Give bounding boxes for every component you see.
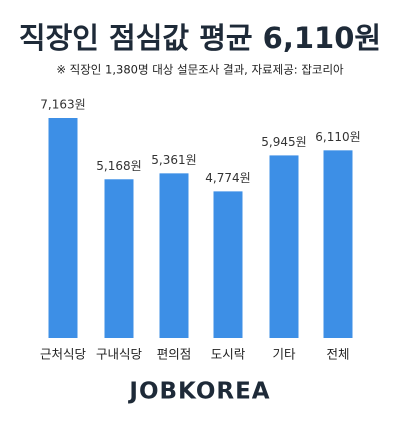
x-tick-label: 도시락 [211,347,246,362]
bar [104,179,134,338]
x-tick-label: 구내식당 [96,347,143,362]
value-label: 5,168원 [96,159,141,173]
footer-logo: JOBKOREA [127,379,270,405]
value-label: 7,163원 [40,98,85,112]
x-tick-label: 전체 [326,347,349,362]
x-tick-label: 근처식당 [40,347,87,362]
bar [269,155,299,338]
chart-title: 직장인 점심값 평균 6,110원 [19,21,381,55]
bar [213,191,243,338]
bar [323,150,353,338]
value-label: 5,945원 [261,135,306,149]
x-tick-label: 편의점 [157,347,192,362]
x-tick-label: 기타 [272,347,296,362]
bar [48,118,78,338]
value-label: 6,110원 [315,130,360,144]
value-label: 5,361원 [151,153,196,167]
value-label: 4,774원 [205,171,250,185]
bar [159,173,189,338]
chart-subtitle: ※ 직장인 1,380명 대상 설문조사 결과, 자료제공: 잡코리아 [56,63,344,77]
